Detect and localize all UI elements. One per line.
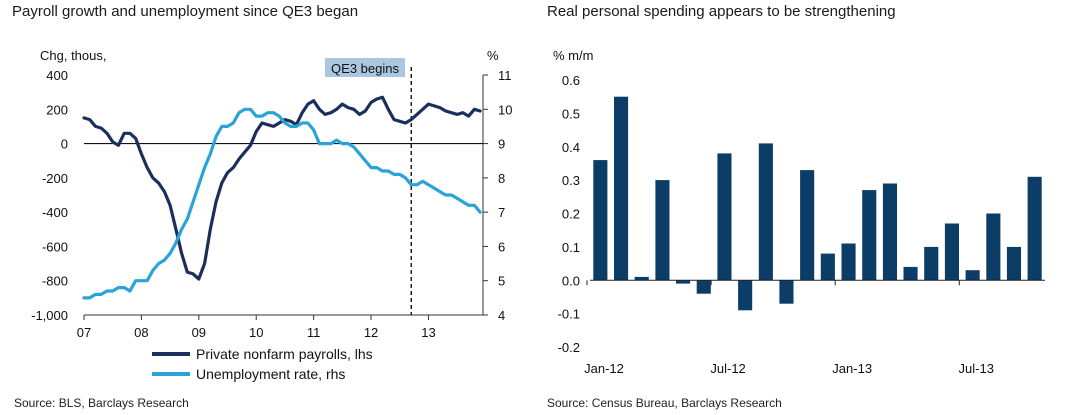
bar-mar-12: [634, 276, 649, 281]
bar-sep-13: [1006, 246, 1021, 281]
left-y-tick-label: -1,000: [31, 308, 68, 323]
right-y-tick-label: 7: [498, 205, 505, 220]
x-tick-label: 11: [307, 325, 321, 340]
bar-apr-13: [903, 266, 918, 281]
x-tick-label: 09: [192, 325, 206, 340]
right-chart-panel: Real personal spending appears to be str…: [545, 0, 1075, 415]
x-tick-label: Jul-13: [959, 361, 994, 376]
x-tick-label: 08: [134, 325, 148, 340]
left-y-tick-label: -200: [42, 171, 68, 186]
y-axis-label: % m/m: [553, 48, 593, 63]
bar-feb-12: [614, 96, 629, 281]
y-tick-label: 0.3: [562, 173, 580, 188]
y-tick-label: 0.4: [562, 140, 580, 155]
payrolls-series-line: [82, 95, 482, 281]
right-y-tick-label: 9: [498, 137, 505, 152]
right-y-tick-label: 8: [498, 171, 505, 186]
payroll-unemployment-chart: Chg, thous, % 400 200 0 -200 -400 -600 -800 -1,00…: [31, 48, 512, 382]
left-y-tick-label: -600: [42, 239, 68, 254]
left-y-tick-label: 200: [46, 102, 68, 117]
bar-may-12: [676, 280, 691, 284]
left-y-tick-label: -400: [42, 205, 68, 220]
personal-spending-chart: % m/m 0.6 0.5 0.4 0.3 0.2 0.1 0.0 -0.1 -0.2 Jan-12…: [553, 48, 1045, 376]
x-tick-label: 10: [249, 325, 263, 340]
y-tick-label: 0.2: [562, 207, 580, 222]
bar-jul-13: [965, 270, 980, 281]
right-chart-title: Real personal spending appears to be str…: [547, 3, 896, 20]
x-tick-label: Jul-12: [710, 361, 745, 376]
bar-jun-12: [696, 280, 711, 294]
right-y-axis-label: %: [487, 48, 499, 63]
bar-apr-12: [655, 180, 670, 281]
bar-jan-12: [593, 160, 608, 281]
x-tick-label: Jan-13: [832, 361, 872, 376]
y-tick-label: 0.6: [562, 73, 580, 88]
y-tick-label: 0.5: [562, 106, 580, 121]
left-y-tick-label: 0: [61, 137, 68, 152]
qe3-annotation-label: QE3 begins: [331, 61, 399, 76]
unemployment-series-line: [82, 107, 482, 300]
right-y-tick-label: 10: [498, 102, 512, 117]
x-tick-label: 12: [364, 325, 378, 340]
left-y-axis-label: Chg, thous,: [40, 48, 107, 63]
x-tick-label: Jan-12: [584, 361, 624, 376]
right-y-tick-label: 11: [498, 68, 512, 83]
bar-jul-12: [717, 153, 732, 281]
bar-mar-13: [882, 183, 897, 281]
y-tick-label: 0.0: [562, 273, 580, 288]
bar-feb-13: [862, 190, 877, 281]
right-y-tick-label: 5: [498, 274, 505, 289]
left-y-tick-label: 400: [46, 68, 68, 83]
x-tick-label: 13: [421, 325, 435, 340]
bar-sep-12: [758, 143, 773, 281]
right-y-tick-label: 4: [498, 308, 505, 323]
left-y-tick-label: -800: [42, 274, 68, 289]
y-tick-label: -0.2: [558, 340, 580, 355]
legend-label-payrolls: Private nonfarm payrolls, lhs: [196, 346, 373, 362]
bar-oct-12: [779, 280, 794, 304]
right-y-tick-label: 6: [498, 239, 505, 254]
bar-dec-12: [820, 253, 835, 281]
y-tick-label: -0.1: [558, 307, 580, 322]
bar-oct-13: [1027, 176, 1042, 281]
legend-label-unemployment: Unemployment rate, rhs: [196, 366, 345, 382]
bar-nov-12: [800, 170, 815, 281]
y-tick-label: 0.1: [562, 240, 580, 255]
bar-jan-13: [841, 243, 856, 281]
bar-jun-13: [944, 223, 959, 281]
x-tick-label: 07: [77, 325, 91, 340]
qe3-annotation-box: [325, 58, 405, 77]
left-chart-title: Payroll growth and unemployment since QE…: [12, 3, 359, 20]
bar-aug-13: [986, 213, 1001, 281]
left-chart-panel: Payroll growth and unemployment since QE…: [0, 0, 520, 415]
left-chart-source: Source: BLS, Barclays Research: [14, 396, 189, 410]
bar-may-13: [924, 246, 939, 281]
bar-aug-12: [738, 280, 753, 311]
right-chart-source: Source: Census Bureau, Barclays Research: [547, 396, 782, 410]
